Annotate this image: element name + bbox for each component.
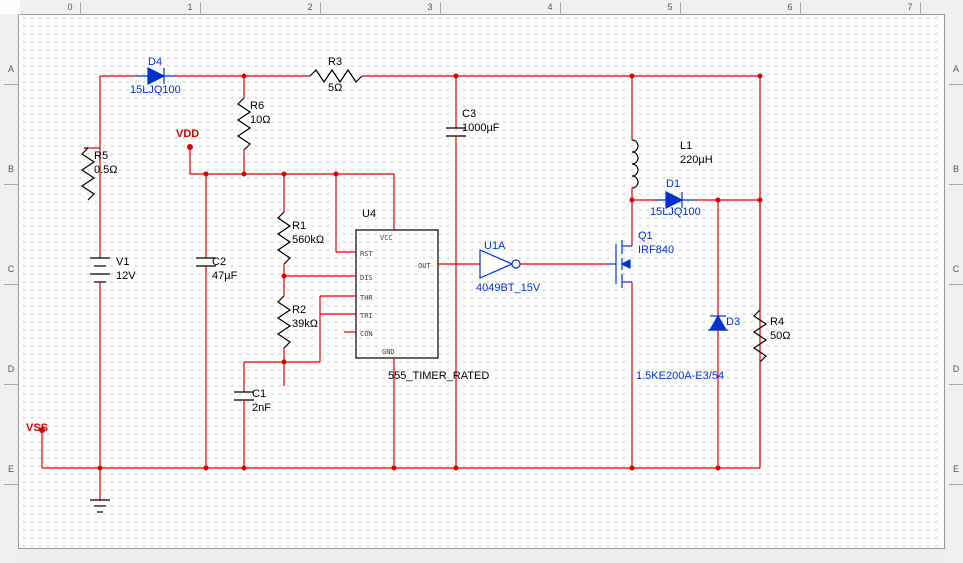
resistor-r5-icon: [82, 148, 94, 200]
pin-dis: DIS: [360, 274, 373, 282]
c3-value[interactable]: 1000µF: [462, 122, 500, 134]
r3-ref[interactable]: R3: [328, 56, 342, 68]
diode-d3-icon: [708, 316, 728, 330]
v1-ref[interactable]: V1: [116, 256, 129, 268]
v1-value[interactable]: 12V: [116, 270, 136, 282]
c2-ref[interactable]: C2: [212, 256, 226, 268]
resistor-r2-icon: [278, 296, 290, 348]
l1-value[interactable]: 220µH: [680, 154, 713, 166]
r2-ref[interactable]: R2: [292, 304, 306, 316]
d1-value[interactable]: 15LJQ100: [650, 206, 701, 218]
capacitor-c1-icon: [234, 392, 254, 400]
r2-value[interactable]: 39kΩ: [292, 318, 318, 330]
resistor-r1-icon: [278, 212, 290, 264]
pin-tri: TRI: [360, 312, 373, 320]
pin-vcc: VCC: [380, 234, 393, 242]
r6-ref[interactable]: R6: [250, 100, 264, 112]
vdd-label[interactable]: VDD: [176, 128, 199, 140]
voltage-source-v1-icon: [90, 250, 110, 468]
resistor-r6-icon: [238, 98, 250, 150]
schematic-canvas[interactable]: 0 1 2 3 4 5 6 7 A B C D E A B C D E: [0, 0, 963, 563]
buffer-u1a-icon: [480, 250, 520, 278]
d3-ref[interactable]: D3: [726, 316, 740, 328]
r4-value[interactable]: 50Ω: [770, 330, 790, 342]
d4-ref[interactable]: D4: [148, 56, 162, 68]
ground-icon: [90, 500, 110, 512]
pin-rst: RST: [360, 250, 373, 258]
pin-thr: THR: [360, 294, 373, 302]
u1a-value[interactable]: 4049BT_15V: [476, 282, 540, 294]
pin-gnd: GND: [382, 348, 395, 356]
d1-ref[interactable]: D1: [666, 178, 680, 190]
pin-out: OUT: [418, 262, 431, 270]
r1-value[interactable]: 560kΩ: [292, 234, 324, 246]
d4-value[interactable]: 15LJQ100: [130, 84, 181, 96]
r5-ref[interactable]: R5: [94, 150, 108, 162]
c1-value[interactable]: 2nF: [252, 402, 271, 414]
u1a-ref[interactable]: U1A: [484, 240, 505, 252]
u4-value[interactable]: 555_TIMER_RATED: [388, 370, 489, 382]
u4-ref[interactable]: U4: [362, 208, 376, 220]
q1-ref[interactable]: Q1: [638, 230, 653, 242]
r4-ref[interactable]: R4: [770, 316, 784, 328]
c3-ref[interactable]: C3: [462, 108, 476, 120]
mosfet-q1-icon: [606, 240, 632, 288]
d3-value[interactable]: 1.5KE200A-E3/54: [636, 370, 724, 382]
r5-value[interactable]: 0.5Ω: [94, 164, 118, 176]
c2-value[interactable]: 47µF: [212, 270, 237, 282]
pin-con: CON: [360, 330, 373, 338]
r3-value[interactable]: 5Ω: [328, 82, 342, 94]
r1-ref[interactable]: R1: [292, 220, 306, 232]
c1-ref[interactable]: C1: [252, 388, 266, 400]
r6-value[interactable]: 10Ω: [250, 114, 270, 126]
q1-value[interactable]: IRF840: [638, 244, 674, 256]
resistor-r3-icon: [310, 70, 362, 82]
vss-label[interactable]: VSS: [26, 422, 48, 434]
horizontal-scrollbar[interactable]: [18, 548, 945, 563]
inductor-l1-icon: [632, 140, 638, 188]
diode-d4-icon: [136, 68, 176, 84]
l1-ref[interactable]: L1: [680, 140, 692, 152]
